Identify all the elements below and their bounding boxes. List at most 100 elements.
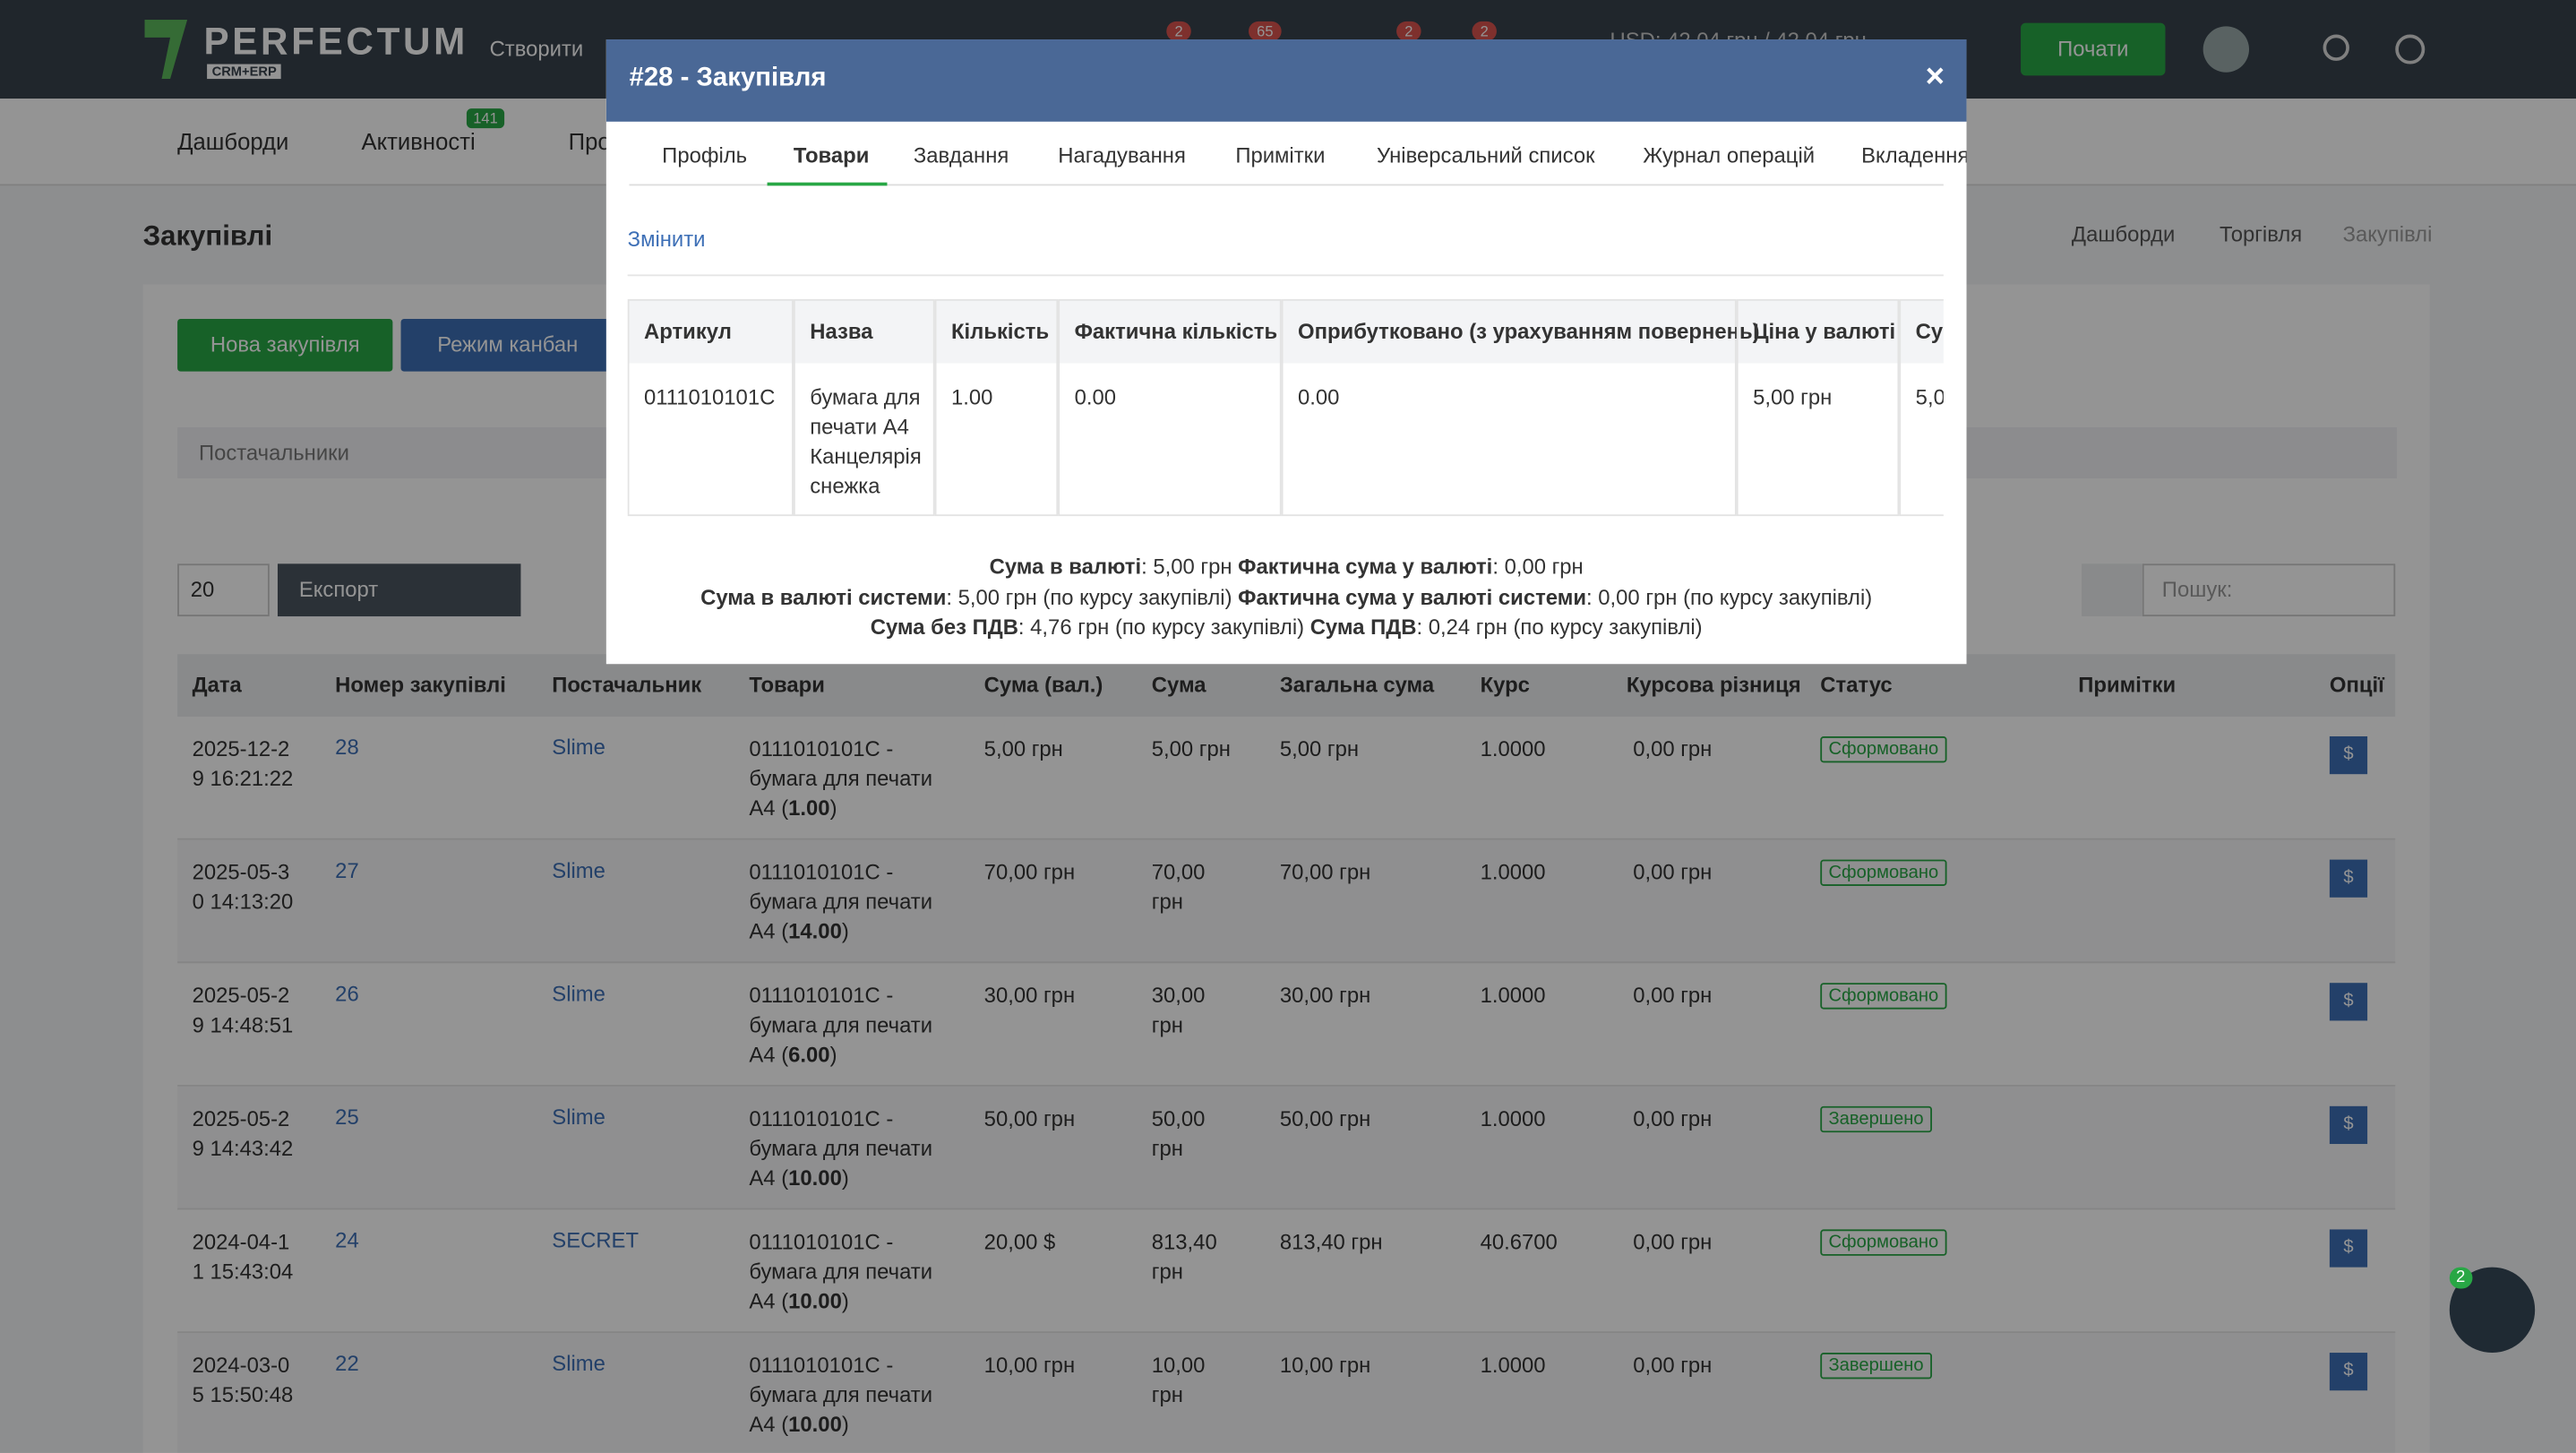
edit-link[interactable]: Змінити <box>627 227 706 252</box>
status[interactable]: Сформовано <box>1820 859 1947 886</box>
divider <box>627 274 1944 277</box>
column-header[interactable]: Загальна сума <box>1279 672 1435 697</box>
sum-cur: 30,00 грн <box>983 983 1076 1008</box>
badge: 2 <box>1472 21 1497 41</box>
summary-value: : 0,24 грн (по курсу закупівлі) <box>1416 615 1703 640</box>
supplier[interactable]: Slime <box>552 1351 605 1376</box>
summary-line: Сума без ПДВ: 4,76 грн (по курсу закупів… <box>606 615 1967 640</box>
tab[interactable]: Примітки <box>1235 142 1326 168</box>
item-cell: 0.00 <box>1298 384 1340 409</box>
column-header[interactable]: Курсова різниця <box>1626 672 1801 697</box>
product-name: 0111010101C - бумага для печати А4 <box>749 1105 933 1191</box>
tab[interactable]: Універсальний список <box>1377 142 1595 168</box>
diff: 0,00 грн <box>1633 1229 1713 1254</box>
column-header[interactable]: Статус <box>1820 672 1893 697</box>
help-icon[interactable] <box>2395 34 2426 64</box>
status[interactable]: Завершено <box>1820 1353 1932 1380</box>
product: 0111010101C - бумага для печати А4 10.00 <box>749 1228 946 1317</box>
supplier[interactable]: Slime <box>552 1104 605 1130</box>
sum: 10,00 грн <box>1151 1353 1206 1407</box>
supplier[interactable]: Slime <box>552 735 605 760</box>
kanban-button[interactable]: Режим канбан <box>400 318 614 372</box>
status[interactable]: Сформовано <box>1820 735 1947 763</box>
sum-cur: 10,00 грн <box>983 1353 1076 1378</box>
badge: 2 <box>1166 21 1191 41</box>
option-button[interactable]: $ <box>2329 1353 2368 1391</box>
column-header[interactable]: Сума <box>1151 672 1206 697</box>
badge: 2 <box>1396 21 1421 41</box>
number[interactable]: 25 <box>335 1104 359 1130</box>
modal-close[interactable]: × <box>1925 59 1945 96</box>
number[interactable]: 28 <box>335 735 359 760</box>
item-column <box>627 298 794 517</box>
date: 2025-05-30 14:13:20 <box>192 859 294 915</box>
export-button[interactable]: Експорт <box>277 563 521 617</box>
tab[interactable]: Профіль <box>662 142 748 168</box>
start-button[interactable]: Почати <box>2021 22 2166 76</box>
breadcrumb[interactable]: Дашборди <box>2071 221 2176 247</box>
item-column <box>934 298 1059 517</box>
search[interactable]: Пошук: <box>2142 563 2396 617</box>
sum: 30,00 грн <box>1151 983 1206 1037</box>
total: 50,00 грн <box>1279 1105 1371 1131</box>
nav-badge: 141 <box>466 108 505 129</box>
column-header[interactable]: Сума (вал.) <box>983 672 1103 697</box>
number[interactable]: 22 <box>335 1351 359 1376</box>
item-cell: 0.00 <box>1074 384 1116 409</box>
summary-value: : 5,00 грн (по курсу закупівлі) <box>946 584 1239 609</box>
status[interactable]: Сформовано <box>1820 983 1947 1010</box>
diff: 0,00 грн <box>1633 1353 1713 1378</box>
column-header[interactable]: Примітки <box>2078 672 2177 697</box>
summary-value: : 5,00 грн <box>1141 554 1239 579</box>
items-table: Артикул 0111010101C Назва бумага для печати… <box>627 298 1944 518</box>
nav-item[interactable]: Дашборди <box>177 128 289 155</box>
chat-badge: 2 <box>2449 1267 2472 1289</box>
breadcrumb[interactable]: Торгівля <box>2220 221 2303 247</box>
column-header[interactable]: Дата <box>192 672 242 697</box>
supplier[interactable]: Slime <box>552 981 605 1006</box>
tab[interactable]: Журнал операцій <box>1643 142 1816 168</box>
total: 5,00 грн <box>1279 735 1360 761</box>
product-name: 0111010101C - бумага для печати А4 <box>749 859 933 944</box>
supplier[interactable]: SECRET <box>552 1227 640 1253</box>
item-column <box>1899 298 1944 517</box>
status[interactable]: Завершено <box>1820 1105 1932 1133</box>
tab[interactable]: Завдання <box>913 142 1009 168</box>
number[interactable]: 24 <box>335 1227 359 1253</box>
supplier[interactable]: Slime <box>552 857 605 883</box>
item-header: Оприбутковано (з урахуванням повернень) <box>1298 318 1760 344</box>
status[interactable]: Сформовано <box>1820 1229 1947 1256</box>
sum: 70,00 грн <box>1151 859 1206 915</box>
column-header[interactable]: Постачальник <box>552 672 702 697</box>
product: 0111010101C - бумага для печати А4 10.00 <box>749 1351 946 1440</box>
option-button[interactable]: $ <box>2329 1229 2368 1268</box>
option-button[interactable]: $ <box>2329 983 2368 1021</box>
tab[interactable]: Нагадування <box>1058 142 1186 168</box>
option-button[interactable]: $ <box>2329 735 2368 775</box>
number[interactable]: 26 <box>335 981 359 1006</box>
number[interactable]: 27 <box>335 857 359 883</box>
column-header[interactable]: Курс <box>1480 672 1530 697</box>
breadcrumb: Закупівлі <box>2342 221 2433 247</box>
summary-line: Сума в валюті системи: 5,00 грн (по курс… <box>606 584 1967 609</box>
tab[interactable]: Вкладення <box>1861 142 1967 168</box>
item-header: Артикул <box>644 318 732 344</box>
row <box>177 717 2396 840</box>
power-icon[interactable] <box>2323 34 2349 61</box>
date: 2025-12-29 16:21:22 <box>192 735 294 791</box>
tab[interactable]: Товари <box>793 142 870 168</box>
rate: 1.0000 <box>1480 1105 1546 1131</box>
column-header[interactable]: Номер закупівлі <box>335 672 506 697</box>
column-header[interactable]: Товари <box>749 672 825 697</box>
avatar[interactable] <box>2202 26 2250 73</box>
product: 0111010101C - бумага для печати А4 10.00 <box>749 1105 946 1193</box>
total: 10,00 грн <box>1279 1353 1371 1378</box>
create-menu[interactable]: Створити <box>489 36 584 61</box>
option-button[interactable]: $ <box>2329 859 2368 898</box>
option-button[interactable]: $ <box>2329 1105 2368 1145</box>
date: 2025-05-29 14:48:51 <box>192 983 294 1037</box>
page-size[interactable]: 20 <box>177 563 270 617</box>
item-column <box>1736 298 1900 517</box>
nav-item[interactable]: Активності <box>361 128 476 155</box>
new-button[interactable]: Нова закупівля <box>177 318 393 372</box>
